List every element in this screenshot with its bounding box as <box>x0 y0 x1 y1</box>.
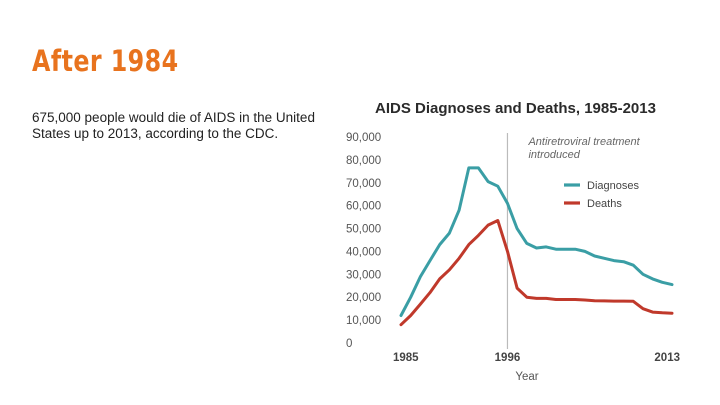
data-point-diagnoses <box>410 296 412 298</box>
data-point-diagnoses <box>555 248 557 250</box>
y-tick-label: 70,000 <box>346 178 381 190</box>
data-point-deaths <box>632 300 634 302</box>
data-point-deaths <box>535 297 538 299</box>
data-point-deaths <box>671 312 673 314</box>
data-point-deaths <box>642 308 644 310</box>
data-point-deaths <box>497 219 499 222</box>
y-tick-label: 40,000 <box>346 246 381 258</box>
data-point-deaths <box>487 224 489 226</box>
data-point-deaths <box>448 269 450 271</box>
data-point-diagnoses <box>574 248 576 250</box>
data-point-diagnoses <box>477 167 480 169</box>
data-point-deaths <box>429 292 431 294</box>
data-point-deaths <box>516 287 518 289</box>
data-point-diagnoses <box>564 248 567 250</box>
annotation-text: introduced <box>528 149 580 161</box>
data-point-deaths <box>506 250 509 253</box>
chart-title: AIDS Diagnoses and Deaths, 1985-2013 <box>375 100 656 117</box>
data-point-diagnoses <box>468 167 470 169</box>
data-point-deaths <box>439 278 441 280</box>
data-point-diagnoses <box>487 181 489 183</box>
series-line-deaths <box>399 219 674 327</box>
x-tick-label: 1985 <box>393 352 419 364</box>
data-point-diagnoses <box>458 209 460 211</box>
data-point-diagnoses <box>506 202 509 204</box>
data-point-deaths <box>564 298 567 301</box>
slide-title: After 1984 <box>32 44 179 78</box>
y-tick-label: 90,000 <box>346 132 381 144</box>
data-point-diagnoses <box>429 260 431 262</box>
data-point-deaths <box>603 300 605 302</box>
data-point-deaths <box>419 303 421 305</box>
data-point-deaths <box>410 314 412 317</box>
y-tick-label: 30,000 <box>346 269 381 281</box>
y-tick-label: 50,000 <box>346 224 381 236</box>
data-point-diagnoses <box>535 247 538 249</box>
data-point-diagnoses <box>448 232 450 234</box>
data-point-deaths <box>400 324 402 326</box>
annotation-text: Antiretroviral treatment <box>527 136 640 148</box>
data-point-diagnoses <box>419 276 421 278</box>
y-tick-label: 60,000 <box>346 201 381 213</box>
data-point-diagnoses <box>652 278 654 280</box>
legend-label: Deaths <box>587 198 622 210</box>
data-point-diagnoses <box>593 255 596 257</box>
data-point-deaths <box>661 312 663 314</box>
chart-container: AIDS Diagnoses and Deaths, 1985-2013 0 10… <box>340 95 690 395</box>
data-point-diagnoses <box>545 246 547 248</box>
y-tick-label: 80,000 <box>346 155 381 167</box>
y-tick-label: 0 <box>346 338 352 350</box>
data-point-deaths <box>555 298 557 301</box>
data-point-deaths <box>526 296 528 298</box>
x-tick-label: 2013 <box>654 352 680 364</box>
slide-body-text: 675,000 people would die of AIDS in the … <box>32 110 315 141</box>
data-point-diagnoses <box>603 257 605 259</box>
data-point-diagnoses <box>632 264 634 266</box>
data-point-diagnoses <box>642 273 644 275</box>
data-point-diagnoses <box>497 185 499 187</box>
data-point-diagnoses <box>623 261 625 263</box>
data-point-diagnoses <box>584 250 586 253</box>
data-point-deaths <box>584 299 586 301</box>
data-point-deaths <box>477 234 480 237</box>
data-point-deaths <box>623 300 625 302</box>
data-point-deaths <box>458 257 460 259</box>
data-point-diagnoses <box>613 260 615 262</box>
data-point-deaths <box>574 298 576 301</box>
data-point-deaths <box>593 300 596 302</box>
data-point-diagnoses <box>661 281 663 283</box>
data-point-diagnoses <box>526 242 528 245</box>
data-point-diagnoses <box>671 284 673 286</box>
data-point-diagnoses <box>400 314 402 317</box>
data-point-deaths <box>545 297 547 299</box>
y-tick-label: 20,000 <box>346 292 381 304</box>
aids-line-chart: AIDS Diagnoses and Deaths, 1985-2013 0 10… <box>346 100 680 383</box>
data-point-deaths <box>613 300 615 302</box>
legend-label: Diagnoses <box>587 180 639 192</box>
x-axis-title: Year <box>515 371 538 383</box>
y-tick-label: 10,000 <box>346 315 381 327</box>
data-point-deaths <box>652 311 654 313</box>
data-point-diagnoses <box>516 227 518 230</box>
x-tick-label: 1996 <box>495 352 521 364</box>
data-point-diagnoses <box>439 243 441 246</box>
data-point-deaths <box>468 243 470 246</box>
